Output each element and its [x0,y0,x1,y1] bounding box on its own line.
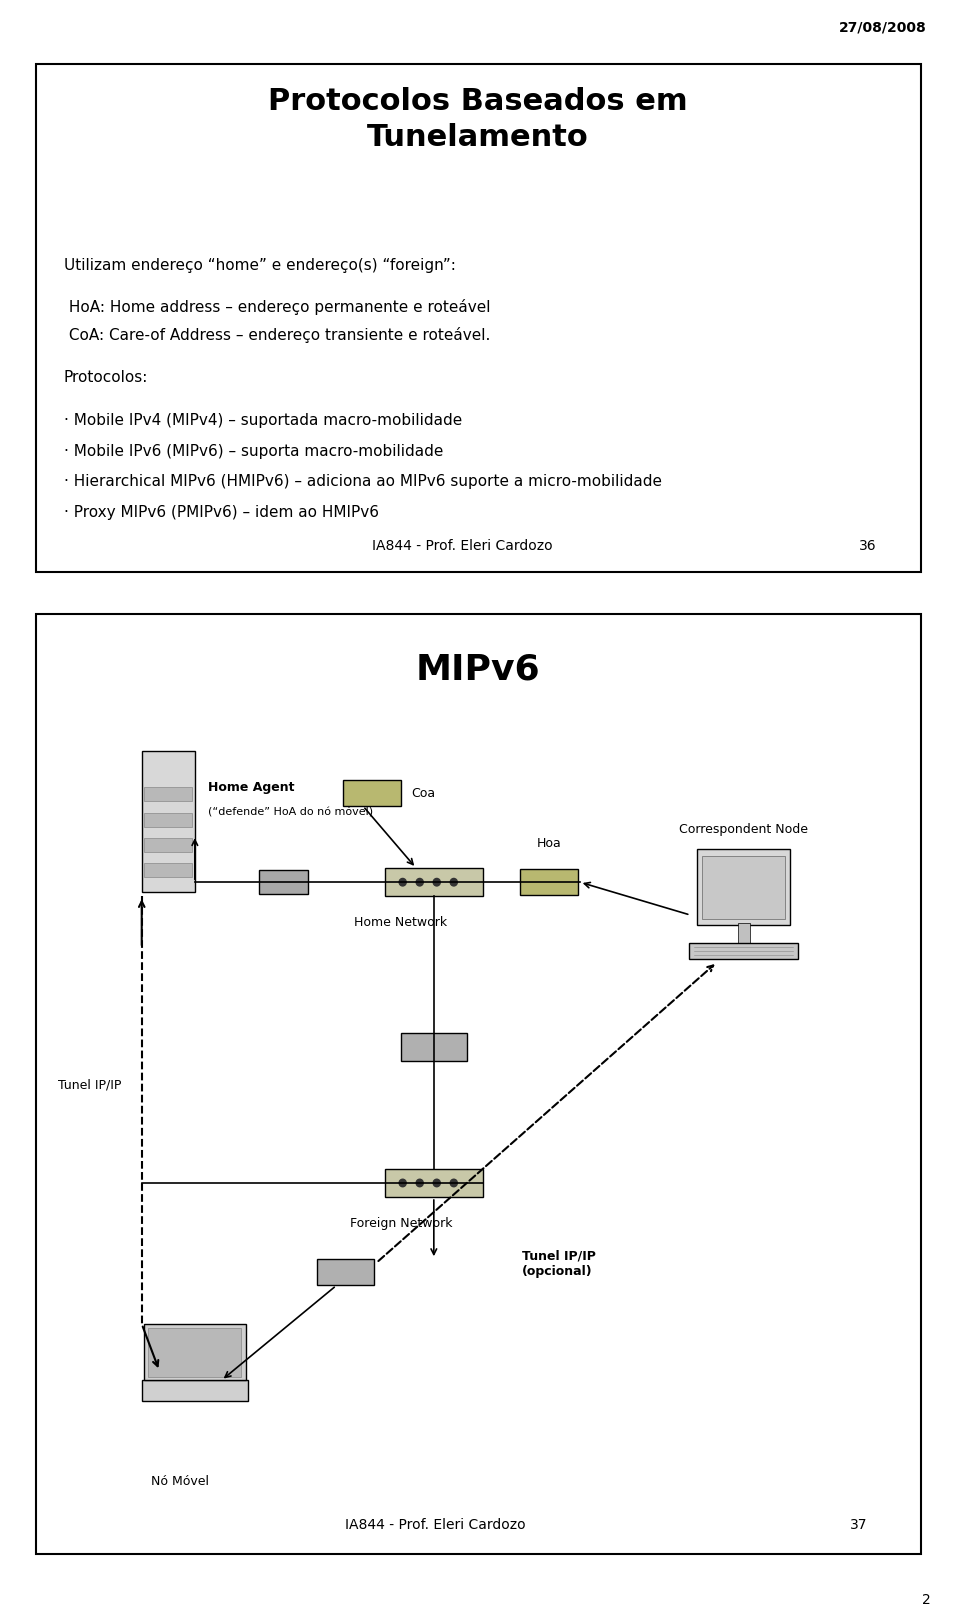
Text: Home Agent: Home Agent [208,781,295,794]
Text: Coa: Coa [412,788,436,801]
Bar [142,751,195,893]
Text: 37: 37 [850,1517,867,1530]
Text: · Hierarchical MIPv6 (HMIPv6) – adiciona ao MIPv6 suporte a micro-mobilidade: · Hierarchical MIPv6 (HMIPv6) – adiciona… [64,475,661,489]
Bar [149,1328,241,1377]
Bar [737,923,750,943]
Text: 36: 36 [858,539,876,552]
Circle shape [399,1180,406,1186]
Bar [520,870,578,896]
Bar [317,1259,374,1286]
Bar [343,780,400,807]
Bar [385,868,483,897]
Text: Hoa: Hoa [537,836,562,849]
Bar [144,1323,246,1380]
Circle shape [433,880,441,886]
Text: Tunel IP/IP
(opcional): Tunel IP/IP (opcional) [522,1249,596,1277]
FancyBboxPatch shape [36,615,921,1554]
Circle shape [450,1180,457,1186]
Text: Correspondent Node: Correspondent Node [679,823,808,836]
Text: HoA: Home address – endereço permanente e roteável: HoA: Home address – endereço permanente … [64,299,491,315]
Text: Protocolos:: Protocolos: [64,370,148,384]
Text: IA844 - Prof. Eleri Cardozo: IA844 - Prof. Eleri Cardozo [372,539,553,552]
Text: Tunel IP/IP: Tunel IP/IP [58,1078,121,1091]
Bar [697,849,790,925]
Text: CoA: Care-of Address – endereço transiente e roteável.: CoA: Care-of Address – endereço transien… [64,326,491,342]
Bar [144,839,192,852]
Text: Foreign Network: Foreign Network [349,1215,452,1230]
Text: · Proxy MIPv6 (PMIPv6) – idem ao HMIPv6: · Proxy MIPv6 (PMIPv6) – idem ao HMIPv6 [64,504,379,520]
Circle shape [417,880,423,886]
Text: Home Network: Home Network [354,915,447,928]
Bar [144,863,192,878]
Text: 27/08/2008: 27/08/2008 [839,21,926,34]
Circle shape [433,1180,441,1186]
Bar [142,1380,248,1401]
Text: · Mobile IPv6 (MIPv6) – suporta macro-mobilidade: · Mobile IPv6 (MIPv6) – suporta macro-mo… [64,444,444,458]
Text: Utilizam endereço “home” e endereço(s) “foreign”:: Utilizam endereço “home” e endereço(s) “… [64,258,456,273]
Bar [144,788,192,802]
Bar [144,813,192,828]
FancyBboxPatch shape [36,65,921,573]
Text: · Mobile IPv4 (MIPv4) – suportada macro-mobilidade: · Mobile IPv4 (MIPv4) – suportada macro-… [64,413,462,428]
Text: Nó Móvel: Nó Móvel [151,1475,208,1488]
Text: 2: 2 [923,1591,931,1606]
Bar [703,857,785,918]
Bar [689,943,799,959]
Bar [400,1033,467,1060]
Text: MIPv6: MIPv6 [416,652,540,686]
Circle shape [450,880,457,886]
Bar [259,872,308,894]
Circle shape [399,880,406,886]
Bar [385,1169,483,1198]
Text: (“defende” HoA do nó móvel): (“defende” HoA do nó móvel) [208,807,373,817]
Text: Protocolos Baseados em
Tunelamento: Protocolos Baseados em Tunelamento [268,87,688,152]
Circle shape [417,1180,423,1186]
Text: IA844 - Prof. Eleri Cardozo: IA844 - Prof. Eleri Cardozo [346,1517,526,1530]
